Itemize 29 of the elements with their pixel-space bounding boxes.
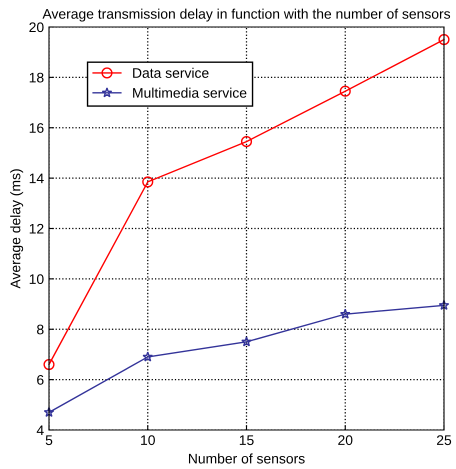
point <box>340 86 351 97</box>
chart-title: Average transmission delay in function with the number of sensors <box>42 8 450 22</box>
y-axis-title: Average delay (ms) <box>10 169 24 289</box>
point <box>240 136 252 148</box>
x-tick-label: 5 <box>46 435 52 446</box>
y-tick-label: 18 <box>30 72 44 83</box>
x-tick-label: 20 <box>338 435 352 446</box>
y-tick-label: 20 <box>29 22 44 32</box>
x-axis-title: Number of sensors <box>188 453 305 464</box>
point <box>241 336 252 346</box>
point <box>142 176 154 188</box>
point <box>43 358 55 370</box>
y-tick-label: 4 <box>36 425 44 436</box>
y-tick-label: 10 <box>30 274 44 284</box>
legend-label: Data service <box>133 68 209 78</box>
point <box>142 351 154 362</box>
point <box>44 406 54 417</box>
x-tick-label: 15 <box>240 435 254 446</box>
legend-label: Multimedia service <box>133 88 246 98</box>
y-tick-label: 16 <box>30 123 44 133</box>
y-tick-label: 12 <box>30 224 44 234</box>
point <box>438 300 450 310</box>
point <box>340 308 351 319</box>
x-tick-label: 10 <box>141 435 155 446</box>
x-tick-label: 25 <box>436 435 452 446</box>
y-tick-label: 6 <box>37 374 44 385</box>
y-tick-label: 8 <box>37 324 44 334</box>
y-tick-label: 14 <box>30 174 44 184</box>
point <box>438 34 450 46</box>
